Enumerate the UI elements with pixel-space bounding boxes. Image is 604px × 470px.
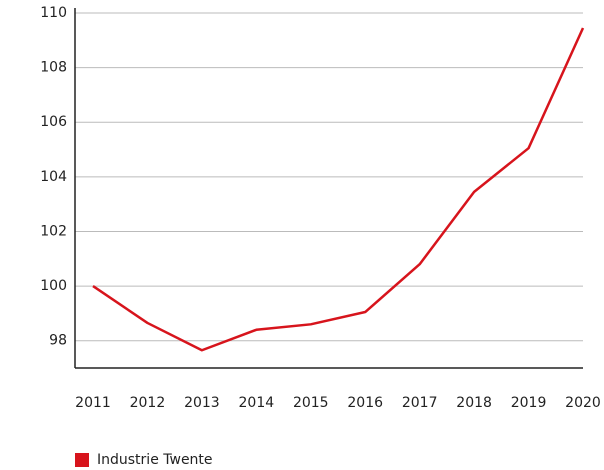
x-tick-label: 2017	[402, 395, 438, 411]
legend-swatch	[75, 453, 89, 467]
y-tick-label: 106	[40, 114, 67, 130]
y-tick-label: 98	[49, 333, 67, 349]
x-tick-label: 2012	[130, 395, 166, 411]
x-tick-label: 2015	[293, 395, 329, 411]
x-tick-label: 2019	[511, 395, 547, 411]
x-tick-label: 2013	[184, 395, 220, 411]
y-tick-label: 102	[40, 223, 67, 239]
legend-label: Industrie Twente	[97, 452, 213, 468]
x-tick-label: 2016	[347, 395, 383, 411]
series-line	[92, 27, 585, 352]
x-tick-label: 2020	[565, 395, 601, 411]
y-tick-label: 108	[40, 60, 67, 76]
y-tick-label: 110	[40, 5, 67, 21]
x-tick-label: 2014	[239, 395, 275, 411]
y-tick-label: 104	[40, 169, 67, 185]
y-tick-label: 100	[40, 278, 67, 294]
x-tick-label: 2011	[75, 395, 111, 411]
x-tick-label: 2018	[456, 395, 492, 411]
